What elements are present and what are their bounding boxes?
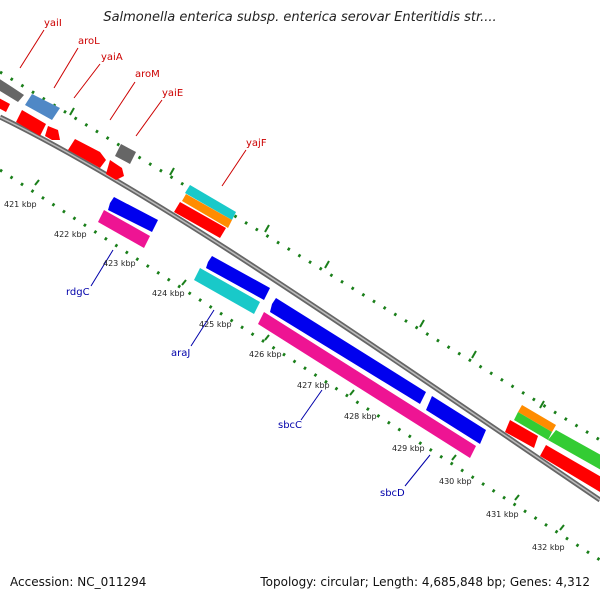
kbp-label: 421 kbp — [4, 200, 37, 209]
kbp-label: 428 kbp — [344, 412, 377, 421]
gene-red-1 — [0, 98, 10, 112]
gene-red-2 — [45, 126, 60, 140]
label-yaiI: yaiI — [44, 18, 62, 29]
gene-orange-right — [518, 405, 556, 432]
kbp-label: 430 kbp — [439, 477, 472, 486]
gene-sbcD — [258, 312, 476, 458]
kbp-label: 422 kbp — [54, 230, 87, 239]
gene-yaiI — [0, 79, 24, 102]
gene-sbcC — [270, 298, 426, 404]
gene-yajF-orange — [182, 194, 232, 228]
gene-yaiA-block — [16, 110, 46, 136]
label-yaiE: yaiE — [162, 88, 183, 99]
gene-rdgC — [98, 210, 150, 248]
kbp-labels: 421 kbp 422 kbp 423 kbp 424 kbp 425 kbp … — [4, 200, 565, 552]
reverse-genes — [98, 197, 486, 458]
gene-yajF — [174, 202, 226, 238]
genome-backbone-highlight — [0, 116, 600, 501]
forward-gene-labels: yaiI aroL yaiA aroM yaiE yajF — [44, 18, 267, 149]
gene-red-right-2 — [540, 445, 600, 492]
reverse-gene-labels: rdgC araJ sbcC sbcD — [66, 287, 405, 499]
gene-red-3 — [106, 160, 124, 180]
gene-yaiE — [115, 144, 136, 164]
kbp-label: 431 kbp — [486, 510, 519, 519]
label-sbcC: sbcC — [278, 420, 302, 431]
topology-label: Topology: circular; Length: 4,685,848 bp… — [260, 575, 590, 589]
reverse-label-lines — [90, 249, 431, 487]
kbp-label: 427 kbp — [297, 381, 330, 390]
gene-sbcC-2 — [426, 396, 486, 444]
label-rdgC: rdgC — [66, 287, 90, 298]
gene-green-right — [548, 430, 600, 470]
gene-araJ — [194, 268, 260, 314]
major-ticks-outer — [69, 107, 545, 409]
outer-tick-ring — [0, 70, 600, 442]
gene-green-right-small — [514, 412, 552, 440]
major-ticks-inner — [34, 179, 565, 531]
label-sbcD: sbcD — [380, 488, 405, 499]
forward-genes — [0, 79, 600, 492]
kbp-label: 426 kbp — [249, 350, 282, 359]
kbp-label: 429 kbp — [392, 444, 425, 453]
gene-red-right — [505, 420, 538, 448]
label-araJ: araJ — [171, 348, 190, 359]
label-yaiA: yaiA — [101, 52, 123, 63]
gene-aroL — [25, 94, 60, 120]
inner-tick-ring — [0, 168, 600, 562]
map-title: Salmonella enterica subsp. enterica sero… — [103, 10, 497, 25]
gene-blue-424 — [206, 256, 270, 300]
kbp-label: 432 kbp — [532, 543, 565, 552]
gene-yajF-cyan — [185, 185, 236, 220]
kbp-label: 425 kbp — [199, 320, 232, 329]
label-yajF: yajF — [246, 138, 267, 149]
label-aroM: aroM — [135, 69, 160, 80]
kbp-label: 424 kbp — [152, 289, 185, 298]
accession-label: Accession: NC_011294 — [10, 575, 147, 589]
gene-aroM — [68, 139, 106, 168]
genome-backbone — [0, 114, 600, 503]
kbp-label: 423 kbp — [103, 259, 136, 268]
forward-label-lines — [19, 29, 247, 187]
label-aroL: aroL — [78, 36, 100, 47]
gene-rdgC-blue — [108, 197, 158, 232]
